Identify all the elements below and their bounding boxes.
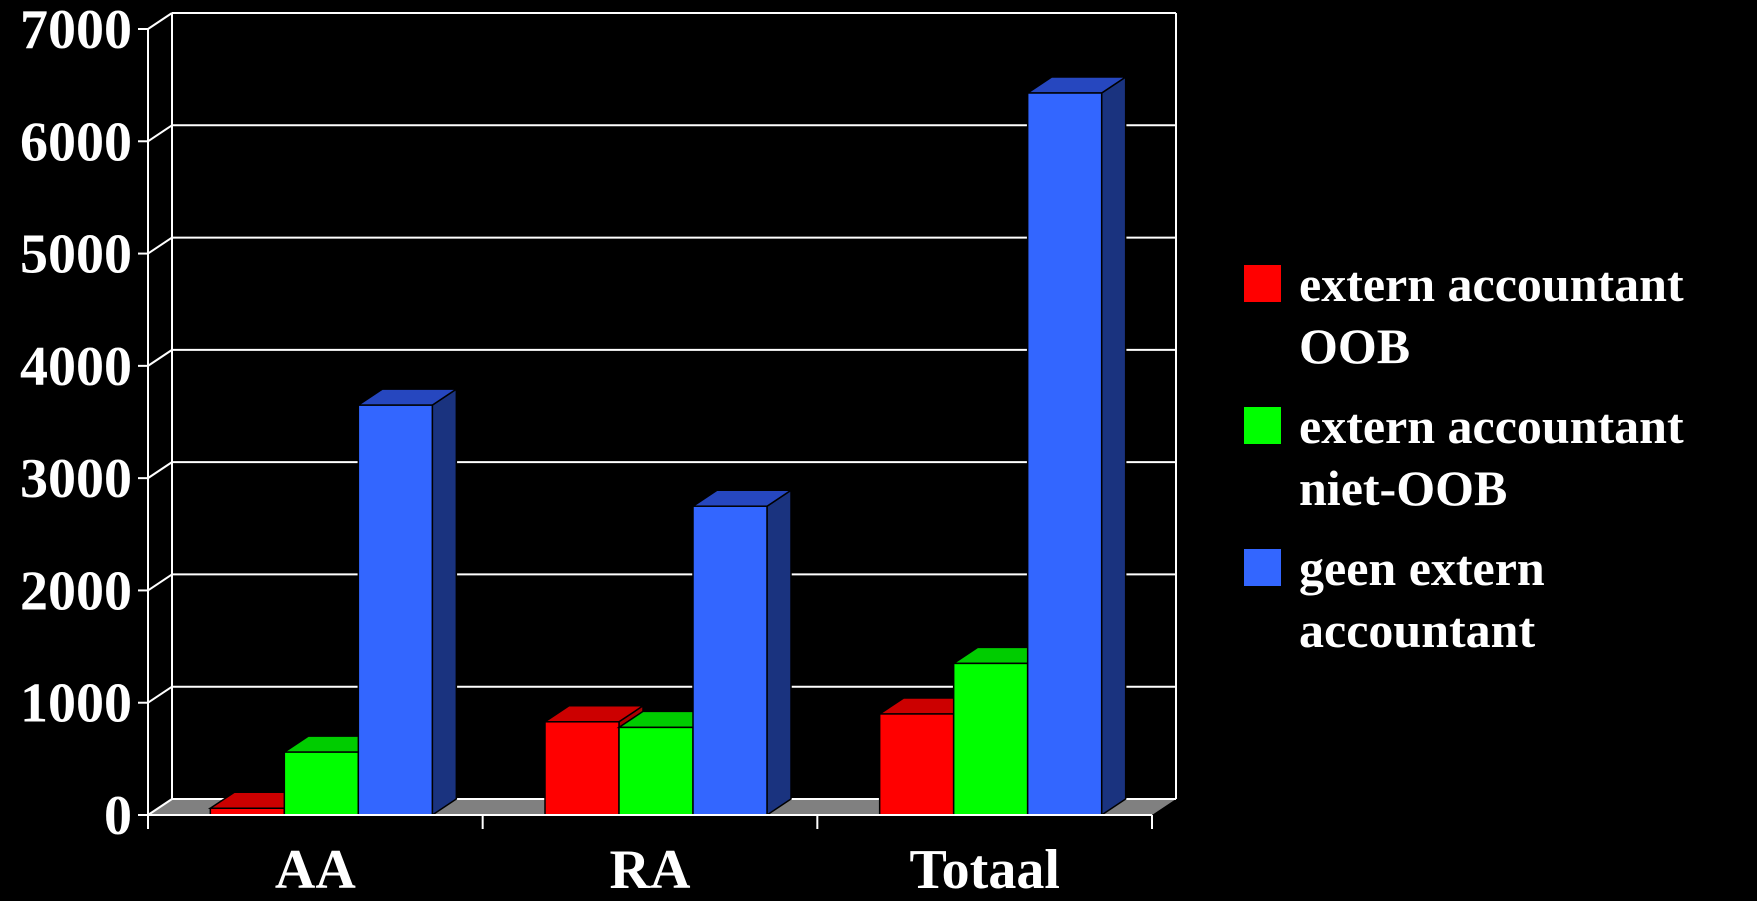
- bar: [690, 488, 794, 817]
- bar-front: [952, 662, 1029, 816]
- bar-front: [357, 404, 434, 816]
- bar: [1025, 75, 1129, 817]
- legend-label: extern accountant OOB: [1299, 256, 1684, 374]
- y-tick-label: 4000: [20, 336, 132, 398]
- legend-item: geen extern accountant: [1244, 537, 1754, 661]
- y-tick-label: 0: [104, 785, 132, 847]
- legend-swatch: [1244, 265, 1281, 302]
- y-tick-label: 5000: [20, 224, 132, 286]
- legend-label: extern accountant niet-OOB: [1299, 398, 1684, 516]
- y-tick-label: 3000: [20, 448, 132, 510]
- legend-item: extern accountant OOB: [1244, 253, 1754, 377]
- bar-front: [209, 807, 286, 816]
- bar-front: [692, 505, 768, 816]
- y-tick-label: 1000: [20, 673, 132, 735]
- y-tick-label: 2000: [20, 560, 132, 622]
- bar-front: [618, 726, 694, 816]
- x-category-label: AA: [275, 839, 356, 901]
- legend-swatch: [1244, 549, 1281, 586]
- bar-front: [544, 721, 620, 816]
- legend: extern accountant OOB extern accountant n…: [1244, 253, 1754, 679]
- y-tick-label: 6000: [20, 111, 132, 173]
- bar: [355, 387, 459, 817]
- gridline-depth: [147, 573, 173, 592]
- gridline-depth: [147, 685, 173, 704]
- bar-front: [878, 713, 955, 816]
- bar-side: [1100, 75, 1127, 817]
- y-tick-label: 7000: [20, 0, 132, 61]
- gridline-depth: [147, 124, 173, 143]
- bar-side: [766, 488, 792, 817]
- axis-layer: 0 1000 2000 3000 4000 5000 6000 7000 AA RA Totaal: [20, 0, 1153, 901]
- legend-item: extern accountant niet-OOB: [1244, 395, 1754, 519]
- bar-side: [431, 387, 458, 817]
- legend-swatch: [1244, 407, 1281, 444]
- bar-front: [1026, 92, 1103, 816]
- legend-label: geen extern accountant: [1299, 540, 1545, 658]
- gridline-depth: [147, 461, 173, 479]
- gridline-depth: [147, 798, 173, 816]
- gridline-depth: [147, 349, 173, 367]
- x-category-label: Totaal: [909, 839, 1059, 901]
- bar-front: [283, 751, 360, 816]
- gridline-depth: [147, 236, 173, 255]
- gridline-depth: [147, 12, 173, 30]
- bars-layer: [207, 75, 1129, 817]
- x-category-label: RA: [610, 839, 691, 901]
